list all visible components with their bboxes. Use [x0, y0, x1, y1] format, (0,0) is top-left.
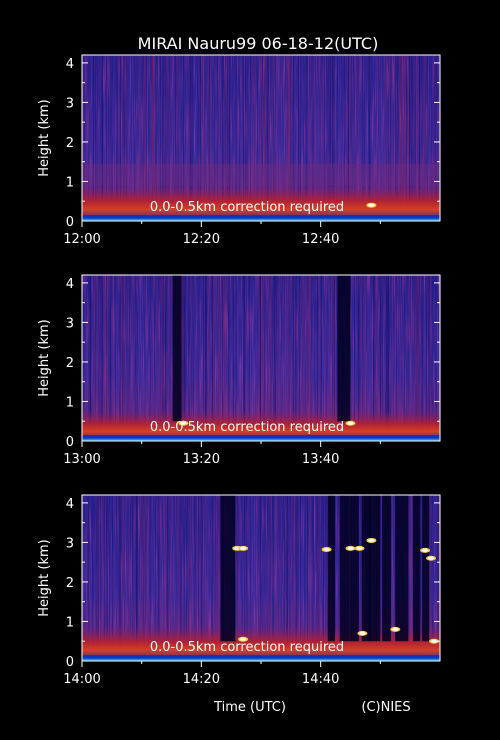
cloud-core	[347, 421, 354, 425]
y-tick-label: 1	[66, 395, 74, 410]
panel-3-image	[82, 495, 440, 661]
x-tick-label: 13:20	[183, 452, 220, 467]
cloud-core	[240, 546, 247, 550]
attenuation-column	[339, 495, 350, 642]
credit-label: (C)NIES	[361, 700, 410, 715]
cloud-core	[368, 203, 375, 207]
cloud-core	[359, 631, 366, 635]
attenuation-column	[369, 495, 381, 642]
x-tick-label: 13:00	[63, 452, 100, 467]
correction-note: 0.0-0.5km correction required	[150, 420, 344, 435]
boundary-layer-band	[82, 183, 440, 221]
y-tick-label: 3	[66, 536, 74, 551]
y-tick-label: 3	[66, 316, 74, 331]
y-tick-label: 2	[66, 136, 74, 151]
cloud-core	[347, 546, 354, 550]
cloud-core	[240, 637, 247, 641]
y-tick-label: 3	[66, 96, 74, 111]
y-axis-label: Height (km)	[37, 99, 52, 176]
y-tick-label: 2	[66, 356, 74, 371]
y-tick-label: 4	[66, 57, 74, 72]
y-tick-label: 4	[66, 497, 74, 512]
cloud-core	[323, 547, 330, 552]
cloud-core	[356, 546, 363, 550]
attenuation-column	[172, 275, 182, 422]
y-tick-label: 0	[66, 655, 74, 670]
cloud-core	[392, 627, 399, 631]
attenuation-column	[395, 495, 409, 642]
attenuation-column	[413, 495, 421, 642]
attenuation-column	[327, 495, 335, 642]
attenuation-column	[220, 495, 236, 642]
y-tick-label: 1	[66, 175, 74, 190]
cloud-core	[368, 538, 375, 543]
correction-note: 0.0-0.5km correction required	[150, 640, 344, 655]
x-tick-label: 12:00	[63, 232, 100, 247]
y-axis-label: Height (km)	[37, 319, 52, 396]
panel-2-image	[82, 275, 440, 441]
x-axis-label: Time (UTC)	[213, 700, 286, 715]
panel-3: 0 1 2 3 4 14:00 14:20 14:40 Height (km) 0.0-0.5km…	[37, 494, 441, 687]
attenuation-column	[349, 495, 359, 642]
panel-1: 0 1 2 3 4 12:00 12:20 12:40 Height (km) 0.0-0.5km…	[37, 54, 441, 247]
x-tick-label: 14:40	[302, 672, 339, 687]
y-tick-label: 1	[66, 615, 74, 630]
cloud-core	[428, 556, 435, 560]
x-tick-label: 14:00	[63, 672, 100, 687]
attenuation-column	[422, 495, 430, 642]
x-tick-label: 12:40	[302, 232, 339, 247]
cloud-core	[431, 639, 438, 643]
y-tick-label: 0	[66, 435, 74, 450]
x-tick-label: 12:20	[183, 232, 220, 247]
y-tick-label: 4	[66, 277, 74, 292]
x-tick-label: 14:20	[183, 672, 220, 687]
panel-2: 0 1 2 3 4 13:00 13:20 13:40 Height (km) 0.0-0.5km…	[37, 274, 441, 467]
cloud-core	[422, 548, 429, 552]
chart-title: MIRAI Nauru99 06-18-12(UTC)	[138, 34, 379, 53]
correction-note: 0.0-0.5km correction required	[150, 200, 344, 215]
y-tick-label: 0	[66, 215, 74, 230]
attenuation-column	[337, 275, 351, 422]
panel-1-image	[82, 55, 440, 221]
x-tick-label: 13:40	[302, 452, 339, 467]
cloud-core	[180, 421, 187, 425]
attenuation-column	[382, 495, 392, 642]
y-axis-label: Height (km)	[37, 539, 52, 616]
attenuation-column	[361, 495, 371, 642]
y-tick-label: 2	[66, 576, 74, 591]
